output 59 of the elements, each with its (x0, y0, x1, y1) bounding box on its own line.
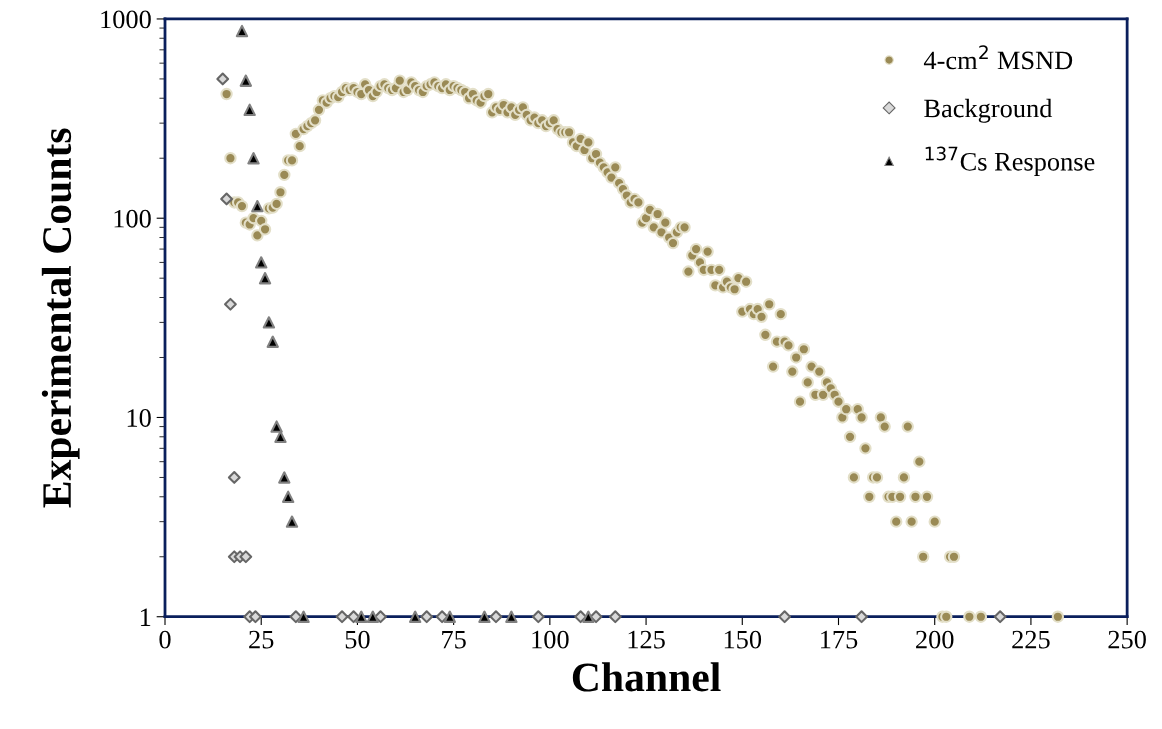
point (335, 610, 349, 624)
y-tick-label: 100 (114, 209, 151, 228)
point (478, 610, 491, 623)
point (239, 74, 253, 87)
point (249, 610, 262, 624)
y-tick-label: 1 (140, 608, 151, 626)
point (235, 24, 249, 38)
x-tick-label: 75 (442, 630, 466, 649)
y-axis-title: Experimental Counts (41, 128, 80, 508)
x-tick-label: 100 (532, 630, 569, 649)
point (420, 610, 434, 624)
x-tick-label: 225 (1012, 630, 1050, 649)
point (531, 610, 545, 624)
point (347, 610, 360, 624)
legend-label: $^{137}$Cs Response (925, 146, 1095, 176)
point (258, 272, 272, 285)
point (216, 72, 230, 86)
x-tick-label: 0 (159, 630, 171, 649)
x-tick-label: 125 (628, 630, 665, 649)
x-tick-label: 50 (345, 630, 370, 649)
x-tick-label: 175 (821, 630, 858, 649)
x-tick-label: 25 (249, 630, 274, 649)
legend-label: 4-cm$^{2}$ MSND (923, 45, 1073, 70)
point (243, 103, 256, 116)
x-tick-label: 150 (724, 630, 762, 649)
point (247, 152, 260, 165)
point (255, 256, 268, 269)
point (270, 420, 283, 433)
point (281, 490, 295, 503)
point (239, 550, 253, 564)
point (608, 610, 622, 624)
point (224, 297, 237, 311)
x-tick-label: 200 (916, 630, 954, 649)
point (220, 192, 233, 206)
point (262, 316, 276, 329)
point (505, 610, 518, 623)
point (443, 610, 456, 623)
point (266, 335, 279, 348)
point (227, 471, 241, 484)
point (285, 515, 299, 528)
point (489, 610, 503, 624)
point (374, 610, 387, 624)
point (778, 610, 792, 624)
legend-label: Background (924, 98, 1053, 123)
point (589, 610, 603, 624)
point (408, 610, 422, 623)
point (366, 610, 380, 623)
x-axis-title: Channel (572, 662, 721, 692)
point (355, 610, 368, 623)
point (251, 199, 264, 213)
point (993, 610, 1007, 624)
point (435, 610, 449, 624)
y-tick-label: 1000 (101, 10, 151, 29)
point (582, 610, 595, 623)
x-tick-label: 250 (1108, 630, 1146, 649)
point (297, 610, 310, 623)
point (278, 471, 291, 484)
point (855, 610, 869, 624)
y-tick-label: 10 (127, 409, 151, 427)
